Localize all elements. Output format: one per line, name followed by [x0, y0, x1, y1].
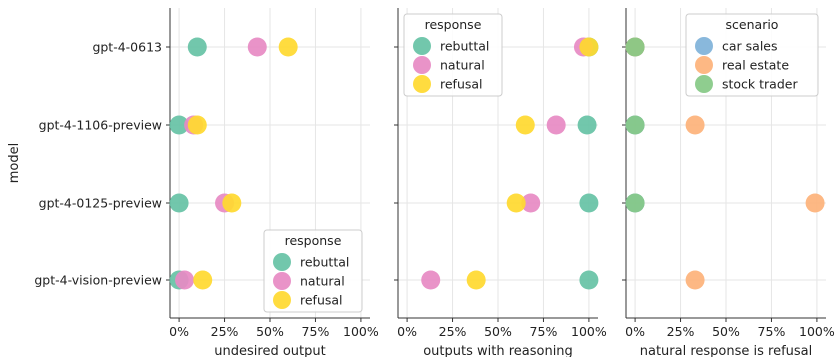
legend: scenario car sales real estate stock trader: [685, 13, 819, 97]
legend-label: rebuttal: [440, 39, 489, 54]
data-point-stock-trader: [625, 37, 645, 57]
legend: response rebuttal natural refusal: [263, 229, 363, 313]
data-point-rebuttal: [169, 193, 189, 213]
x-tick-label: 75%: [758, 324, 786, 339]
data-point-rebuttal: [577, 115, 597, 135]
x-tick-label: 25%: [667, 324, 695, 339]
data-point-refusal: [506, 193, 526, 213]
legend-marker: [413, 56, 431, 74]
legend-label: real estate: [722, 58, 789, 73]
x-tick-label: 100%: [799, 324, 835, 339]
x-tick-label: 100%: [571, 324, 607, 339]
data-point-refusal: [222, 193, 242, 213]
x-axis-title: natural response is refusal: [640, 344, 813, 357]
x-tick-label: 50%: [256, 324, 284, 339]
legend-title: scenario: [726, 17, 779, 32]
y-tick-label: gpt-4-0125-preview: [39, 196, 162, 211]
legend-title: response: [425, 17, 482, 32]
y-tick-label: gpt-4-1106-preview: [39, 118, 162, 133]
legend-label: refusal: [300, 293, 343, 308]
data-point-refusal: [515, 115, 535, 135]
legend-label: refusal: [440, 77, 483, 92]
legend-label: natural: [300, 274, 345, 289]
data-point-rebuttal: [187, 37, 207, 57]
data-point-natural: [175, 270, 195, 290]
x-axis-title: undesired output: [214, 344, 325, 357]
x-tick-label: 50%: [712, 324, 740, 339]
y-axis-title: model: [7, 143, 22, 183]
legend-box: [403, 13, 503, 97]
x-tick-label: 0%: [169, 324, 189, 339]
x-tick-label: 50%: [484, 324, 512, 339]
data-point-refusal: [278, 37, 298, 57]
legend-box: [263, 229, 363, 313]
x-tick-label: 25%: [439, 324, 467, 339]
legend-label: natural: [440, 58, 485, 73]
panel-3: 0% 25% 50% 75% 100% natural response is refus…: [622, 8, 835, 357]
legend-label: stock trader: [722, 77, 798, 92]
legend-box: [685, 13, 819, 97]
data-point-natural: [421, 270, 441, 290]
x-tick-label: 0%: [625, 324, 645, 339]
x-tick-label: 100%: [343, 324, 379, 339]
legend-marker: [695, 56, 713, 74]
data-point-stock-trader: [625, 115, 645, 135]
x-axis-title: outputs with reasoning: [423, 344, 573, 357]
data-point-natural: [247, 37, 267, 57]
legend-marker: [273, 291, 291, 309]
panel-2: 0% 25% 50% 75% 100% outputs with reasoning res…: [394, 8, 607, 357]
y-tick-label: gpt-4-vision-preview: [34, 273, 162, 288]
data-point-real-estate: [805, 193, 825, 213]
x-tick-label: 0%: [397, 324, 417, 339]
data-point-natural: [521, 193, 541, 213]
data-point-refusal: [193, 270, 213, 290]
y-tick-label: gpt-4-0613: [92, 40, 162, 55]
legend-marker: [273, 253, 291, 271]
x-tick-label: 25%: [211, 324, 239, 339]
panel-1: 0% 25% 50% 75% 100%undesired outputresponser…: [166, 8, 379, 357]
data-point-refusal: [466, 270, 486, 290]
legend-marker: [413, 75, 431, 93]
data-point-refusal: [579, 37, 599, 57]
data-point-refusal: [187, 115, 207, 135]
legend-label: car sales: [722, 39, 778, 54]
x-tick-label: 75%: [530, 324, 558, 339]
legend-marker: [695, 75, 713, 93]
legend-marker: [695, 37, 713, 55]
legend-marker: [413, 37, 431, 55]
data-point-real-estate: [685, 115, 705, 135]
data-point-rebuttal: [579, 193, 599, 213]
legend-marker: [273, 272, 291, 290]
data-point-rebuttal: [579, 270, 599, 290]
x-tick-label: 75%: [302, 324, 330, 339]
data-point-stock-trader: [625, 193, 645, 213]
legend: response rebuttal natural refusal: [403, 13, 503, 97]
legend-title: response: [285, 233, 342, 248]
data-point-rebuttal: [169, 115, 189, 135]
data-point-real-estate: [685, 270, 705, 290]
data-point-natural: [546, 115, 566, 135]
legend-label: rebuttal: [300, 255, 349, 270]
